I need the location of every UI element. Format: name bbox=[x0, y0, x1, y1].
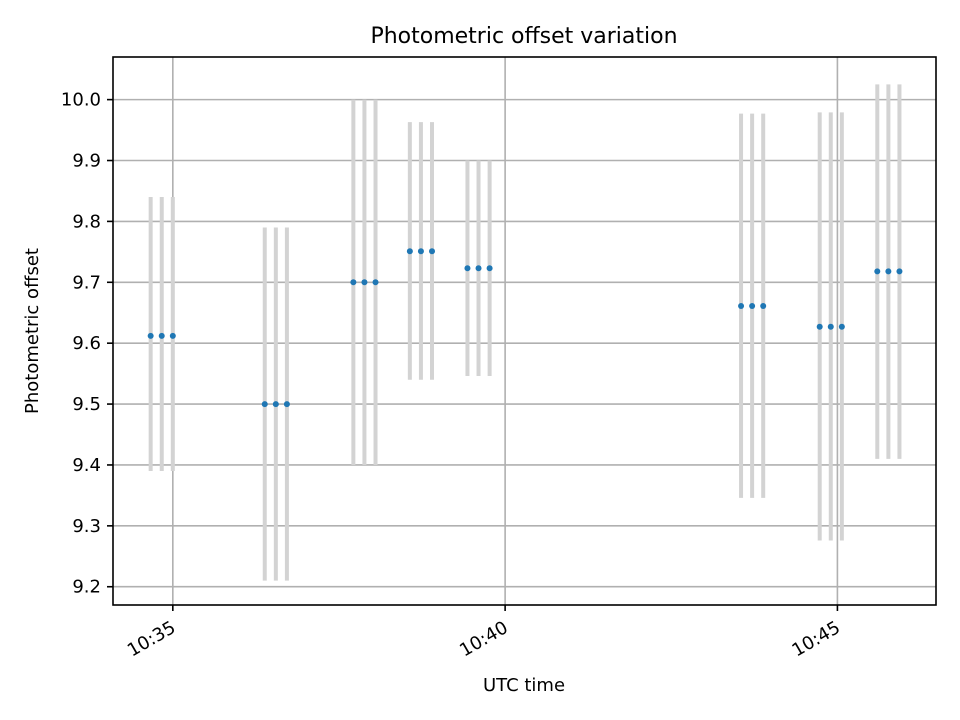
data-point bbox=[838, 323, 845, 330]
data-point bbox=[429, 248, 436, 255]
y-tick-label: 9.8 bbox=[72, 211, 101, 232]
data-point bbox=[417, 248, 424, 255]
data-point bbox=[350, 279, 357, 286]
x-tick-label: 10:40 bbox=[456, 617, 511, 661]
data-point bbox=[147, 332, 154, 339]
x-tick-label: 10:35 bbox=[124, 617, 179, 661]
data-points bbox=[147, 248, 903, 408]
y-tick-label: 9.7 bbox=[72, 272, 101, 293]
data-point bbox=[760, 303, 767, 310]
plot-frame bbox=[112, 56, 937, 606]
data-point bbox=[885, 268, 892, 275]
data-point bbox=[738, 303, 745, 310]
y-axis-label: Photometric offset bbox=[22, 248, 43, 414]
data-point bbox=[896, 268, 903, 275]
x-tick-label: 10:45 bbox=[788, 617, 843, 661]
data-point bbox=[475, 265, 482, 272]
data-point bbox=[406, 248, 413, 255]
y-tick-label: 9.3 bbox=[72, 516, 101, 537]
x-axis: 10:35 10:40 10:45 bbox=[124, 605, 844, 661]
data-point bbox=[874, 268, 881, 275]
chart-title: Photometric offset variation bbox=[370, 24, 677, 49]
data-point bbox=[361, 279, 368, 286]
y-tick-label: 9.4 bbox=[72, 455, 101, 476]
data-point bbox=[272, 401, 279, 408]
y-tick-label: 9.2 bbox=[72, 577, 101, 598]
data-point bbox=[169, 332, 176, 339]
data-point bbox=[158, 332, 165, 339]
data-point bbox=[372, 279, 379, 286]
data-point bbox=[486, 265, 493, 272]
data-point bbox=[816, 323, 823, 330]
grid bbox=[113, 57, 936, 605]
data-point bbox=[261, 401, 268, 408]
data-point bbox=[827, 323, 834, 330]
y-tick-label: 10.0 bbox=[61, 90, 101, 111]
y-axis: 9.2 9.3 9.4 9.5 9.6 9.7 9.8 9.9 10.0 bbox=[61, 90, 113, 598]
y-tick-label: 9.5 bbox=[72, 394, 101, 415]
data-point bbox=[283, 401, 290, 408]
x-axis-label: UTC time bbox=[483, 675, 565, 696]
y-tick-label: 9.6 bbox=[72, 333, 101, 354]
data-point bbox=[464, 265, 471, 272]
data-point bbox=[749, 303, 756, 310]
error-bars bbox=[148, 84, 902, 581]
y-tick-label: 9.9 bbox=[72, 151, 101, 172]
